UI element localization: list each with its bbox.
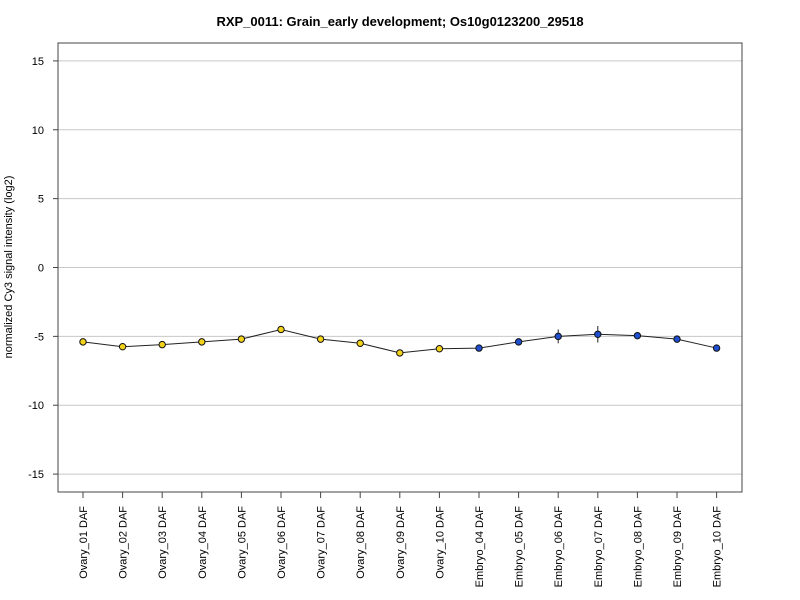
chart-title: RXP_0011: Grain_early development; Os10g… (216, 14, 584, 29)
data-point (514, 338, 523, 346)
gridlines (58, 60, 742, 475)
y-axis-title: normalized Cy3 signal intensity (log2) (3, 176, 15, 359)
x-tick-label: Embryo_05 DAF (514, 506, 526, 588)
y-tick-label: -10 (28, 400, 44, 412)
x-tick-label: Embryo_06 DAF (553, 506, 565, 588)
data-point (673, 335, 681, 343)
data-point (79, 338, 87, 346)
y-tick-label: 10 (32, 125, 44, 137)
x-tick-label: Ovary_06 DAF (276, 506, 288, 579)
data-points (79, 325, 721, 357)
y-tick-label: 0 (38, 263, 44, 275)
data-point (356, 339, 364, 347)
data-point (594, 330, 602, 338)
x-tick-label: Ovary_09 DAF (395, 506, 407, 579)
x-tick-label: Ovary_08 DAF (355, 506, 367, 579)
data-point (633, 331, 642, 340)
x-tick-label: Embryo_09 DAF (672, 506, 684, 588)
data-point (475, 344, 483, 352)
x-tick-label: Embryo_08 DAF (632, 506, 644, 588)
x-tick-label: Ovary_04 DAF (197, 506, 209, 579)
data-point (118, 342, 127, 351)
data-point (554, 332, 562, 341)
data-point (158, 340, 166, 349)
y-axis: 15 10 5 0 -5 -10 -15 (28, 56, 58, 481)
data-point (435, 345, 444, 353)
x-tick-label: Ovary_02 DAF (118, 506, 130, 579)
x-tick-label: Ovary_10 DAF (434, 506, 446, 579)
x-tick-label: Ovary_03 DAF (157, 506, 169, 579)
x-tick-label: Ovary_01 DAF (78, 506, 90, 579)
x-tick-label: Embryo_04 DAF (474, 506, 486, 588)
x-tick-label: Embryo_10 DAF (712, 506, 724, 588)
x-tick-label: Ovary_05 DAF (236, 506, 248, 579)
y-tick-label: -15 (28, 469, 44, 481)
data-point (712, 344, 721, 352)
x-tick-label: Embryo_07 DAF (593, 506, 605, 588)
y-tick-label: -5 (34, 331, 44, 343)
data-point (316, 335, 325, 343)
y-tick-label: 5 (38, 194, 44, 206)
data-point (237, 335, 246, 343)
data-point (198, 338, 206, 346)
y-tick-label: 15 (32, 56, 44, 68)
x-axis: Ovary_01 DAF Ovary_02 DAF Ovary_03 DAF Ovar… (78, 492, 724, 587)
x-tick-label: Ovary_07 DAF (316, 506, 328, 579)
data-point (396, 349, 404, 357)
data-point (277, 325, 285, 334)
